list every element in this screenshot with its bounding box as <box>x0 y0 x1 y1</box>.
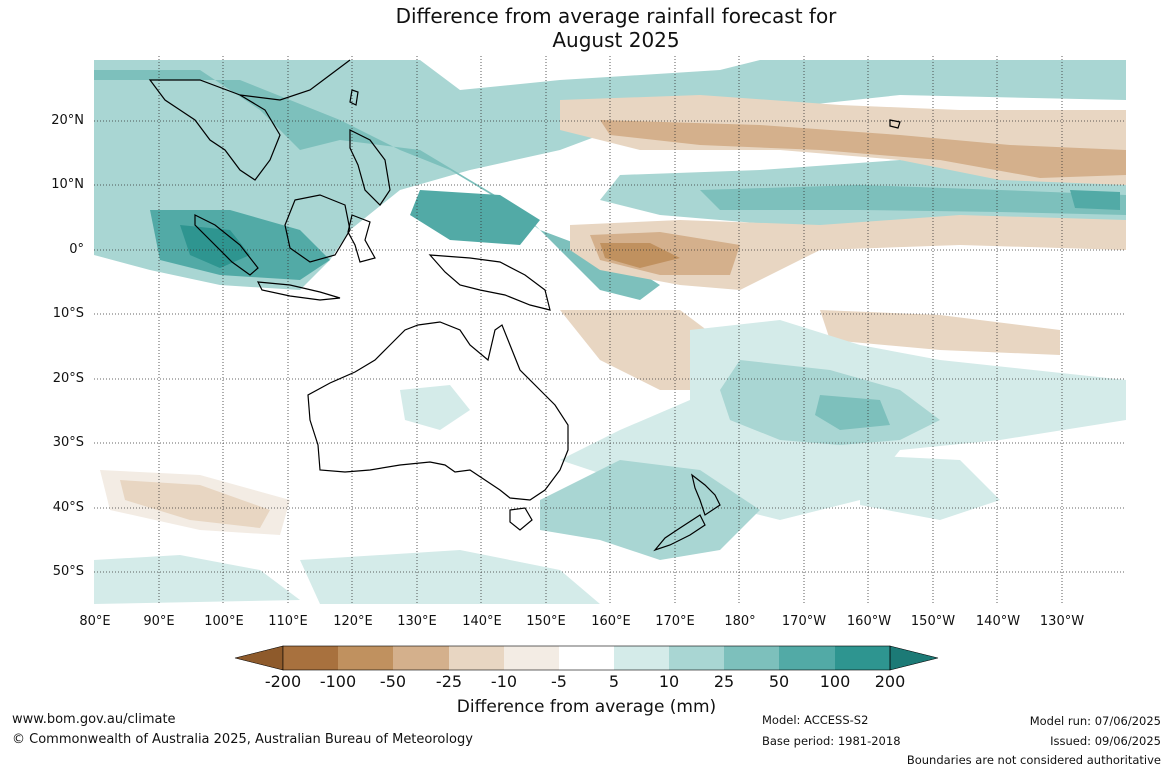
wet-anomaly-region <box>700 185 1126 215</box>
colorbar-segment <box>724 646 779 670</box>
lon-label: 180° <box>724 614 756 629</box>
sumatra-coastline <box>194 214 259 276</box>
colorbar-segment <box>835 646 890 670</box>
colorbar-segment <box>504 646 559 670</box>
lon-label: 110°E <box>268 614 308 629</box>
boundaries-note: Boundaries are not considered authoritat… <box>906 753 1161 767</box>
lat-label: 20°S <box>52 371 84 386</box>
lon-label: 130°W <box>1039 614 1085 629</box>
lat-label: 30°S <box>52 435 84 450</box>
colorbar-high-extend <box>889 645 939 671</box>
sulawesi-coastline <box>347 214 376 263</box>
dry-anomaly-region <box>120 480 270 528</box>
title-line-1: Difference from average rainfall forecas… <box>395 4 837 28</box>
colorbar-segment <box>338 646 393 670</box>
lon-label: 140°W <box>975 614 1021 629</box>
wet-anomaly-region <box>180 225 250 268</box>
colorbar-segment <box>614 646 669 670</box>
wet-anomaly-region <box>94 70 660 300</box>
lon-label: 170°E <box>655 614 695 629</box>
lat-label: 10°N <box>51 177 84 192</box>
lon-label: 160°W <box>846 614 892 629</box>
colorbar-outline <box>282 645 891 671</box>
lat-label: 10°S <box>52 306 84 321</box>
dry-anomaly-region <box>820 310 1060 355</box>
indochina-coastline <box>148 79 281 181</box>
colorbar-tick-label: 200 <box>874 672 906 691</box>
new-guinea-coastline <box>428 254 551 311</box>
wet-anomaly-region <box>410 190 540 245</box>
philippines-coastline <box>349 129 391 206</box>
colorbar-tick-label: -10 <box>490 672 518 691</box>
issued-date: Issued: 09/06/2025 <box>1050 734 1161 748</box>
colorbar <box>234 645 939 671</box>
rainfall-anomaly-field <box>94 60 1126 604</box>
lat-label: 50°S <box>52 564 84 579</box>
colorbar-segment <box>283 646 338 670</box>
java-coastline <box>256 281 341 301</box>
colorbar-tick-label: -5 <box>551 672 567 691</box>
colorbar-tick-label: 10 <box>658 672 680 691</box>
lon-label: 130°E <box>397 614 437 629</box>
borneo-coastline <box>284 194 351 263</box>
copyright-text: © Commonwealth of Australia 2025, Austra… <box>12 732 473 747</box>
lat-label: 0° <box>69 242 84 257</box>
colorbar-tick-label: -200 <box>264 672 302 691</box>
colorbar-segment <box>779 646 835 670</box>
colorbar-low-extend <box>234 645 284 671</box>
lon-label: 100°E <box>204 614 244 629</box>
new-zealand-south-coastline <box>653 514 706 552</box>
lon-label: 160°E <box>591 614 631 629</box>
lon-label: 90°E <box>143 614 175 629</box>
wet-anomaly-region <box>860 455 1000 520</box>
lon-label: 80°E <box>79 614 111 629</box>
tasmania-coastline <box>509 507 533 531</box>
wet-anomaly-region <box>400 385 470 430</box>
wet-anomaly-region <box>815 395 890 430</box>
website-link[interactable]: www.bom.gov.au/climate <box>12 712 176 727</box>
base-period: Base period: 1981-2018 <box>762 734 901 748</box>
colorbar-label: Difference from average (mm) <box>456 697 717 717</box>
coastlines <box>148 59 901 552</box>
lon-label: 150°W <box>910 614 956 629</box>
new-zealand-north-coastline <box>691 473 721 516</box>
hawaii-coastline <box>889 119 901 129</box>
australia-coastline <box>307 321 569 501</box>
taiwan-coastline <box>349 89 359 106</box>
colorbar-tick-label: -50 <box>379 672 407 691</box>
wet-anomaly-region <box>94 555 300 604</box>
graticule <box>94 56 1126 604</box>
dry-anomaly-region <box>560 310 720 390</box>
colorbar-tick-label: 100 <box>819 672 851 691</box>
wet-anomaly-region <box>94 60 1126 290</box>
model-name: Model: ACCESS-S2 <box>762 713 869 727</box>
model-run-date: Model run: 07/06/2025 <box>1029 714 1161 728</box>
lon-label: 150°E <box>526 614 566 629</box>
map-title: Difference from average rainfall forecas… <box>0 4 1173 52</box>
wet-anomaly-region <box>300 550 600 604</box>
lon-label: 170°W <box>781 614 827 629</box>
lat-label: 20°N <box>51 113 84 128</box>
lat-label: 40°S <box>52 500 84 515</box>
dry-anomaly-region <box>600 243 680 268</box>
colorbar-segment <box>559 646 614 670</box>
dry-anomaly-region <box>600 120 1126 178</box>
wet-anomaly-region <box>1070 190 1120 210</box>
lon-label: 120°E <box>333 614 373 629</box>
title-line-2: August 2025 <box>552 28 680 52</box>
colorbar-segment <box>393 646 449 670</box>
colorbar-tick-label: 5 <box>608 672 620 691</box>
colorbar-tick-label: 50 <box>768 672 790 691</box>
colorbar-tick-label: -25 <box>435 672 463 691</box>
colorbar-tick-label: 25 <box>713 672 735 691</box>
china-coastline <box>239 59 351 101</box>
lon-label: 140°E <box>462 614 502 629</box>
colorbar-segment <box>449 646 504 670</box>
colorbar-segment <box>669 646 724 670</box>
colorbar-tick-label: -100 <box>319 672 357 691</box>
